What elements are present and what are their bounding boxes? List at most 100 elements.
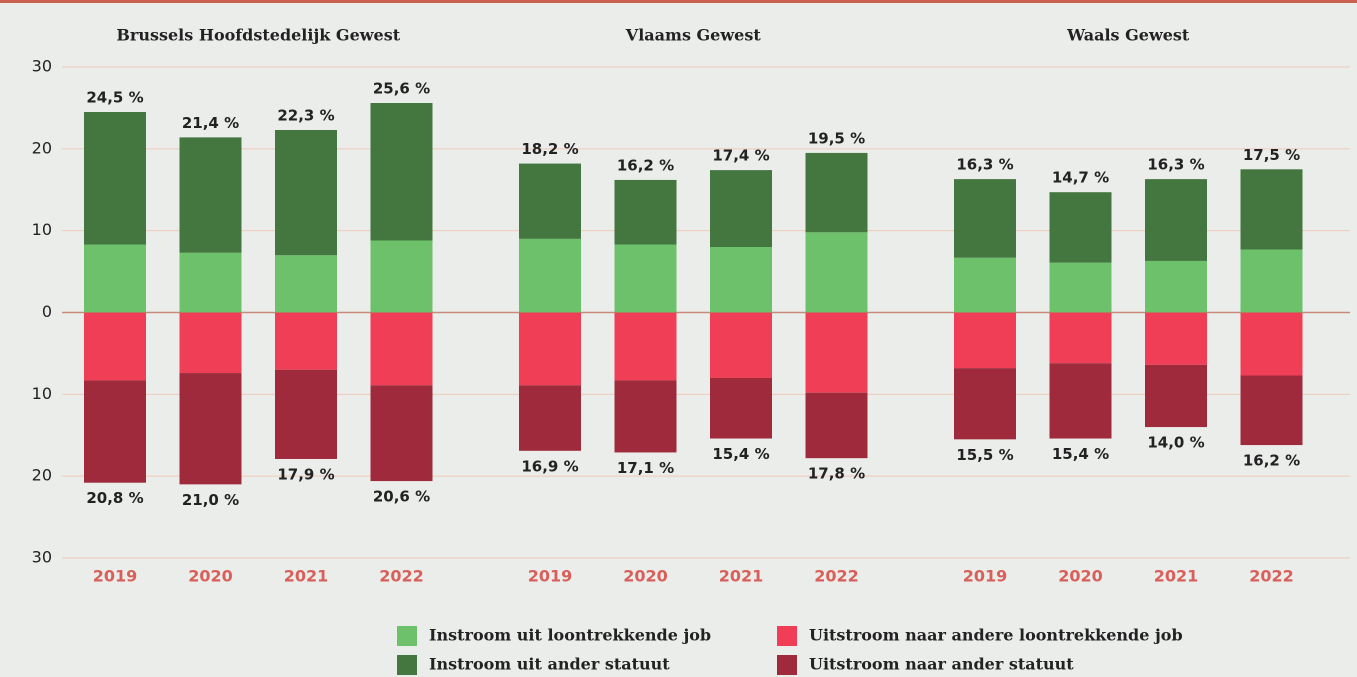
- total-label: 17,9 %: [277, 465, 334, 483]
- x-tick-label: 2020: [188, 567, 233, 586]
- total-label: 19,5 %: [808, 129, 865, 147]
- group-title: Vlaams Gewest: [625, 26, 762, 45]
- bar-segment: [710, 170, 772, 248]
- bar-segment: [84, 312, 146, 381]
- y-tick-label: 10: [32, 220, 52, 239]
- bar-segment: [805, 312, 868, 393]
- legend-label: Uitstroom naar ander statuut: [809, 655, 1074, 674]
- total-label: 17,1 %: [617, 459, 674, 477]
- x-tick-label: 2021: [719, 567, 764, 586]
- bar-segment: [519, 385, 581, 451]
- bar-segment: [179, 252, 242, 313]
- bar-segment: [1145, 312, 1207, 365]
- bar-segment: [1145, 364, 1207, 428]
- bar-segment: [1145, 260, 1207, 313]
- group-title: Brussels Hoofdstedelijk Gewest: [116, 26, 400, 45]
- total-label: 25,6 %: [373, 80, 430, 98]
- bar-segment: [1049, 262, 1112, 313]
- bar-segment: [84, 244, 146, 313]
- y-tick-label: 30: [32, 548, 52, 567]
- bar-segment: [1240, 312, 1303, 376]
- total-label: 14,0 %: [1147, 434, 1204, 452]
- y-tick-label: 20: [32, 466, 52, 485]
- x-tick-label: 2019: [963, 567, 1008, 586]
- bar-segment: [1049, 192, 1112, 263]
- bar-segment: [275, 255, 337, 313]
- x-tick-label: 2022: [1249, 567, 1294, 586]
- y-tick-label: 10: [32, 384, 52, 403]
- bar-segment: [370, 103, 433, 241]
- bar-segment: [275, 130, 337, 256]
- bar-segment: [519, 238, 581, 313]
- x-tick-label: 2021: [284, 567, 329, 586]
- total-label: 16,2 %: [1243, 452, 1300, 470]
- bar-segment: [805, 232, 868, 313]
- x-tick-label: 2019: [528, 567, 573, 586]
- total-label: 14,7 %: [1052, 169, 1109, 187]
- bar-segment: [1240, 249, 1303, 313]
- bar-segment: [179, 137, 242, 253]
- bar-segment: [84, 112, 146, 245]
- x-tick-label: 2019: [93, 567, 138, 586]
- total-label: 17,4 %: [712, 147, 769, 165]
- bar-segment: [179, 312, 242, 374]
- legend-label: Uitstroom naar andere loontrekkende job: [809, 626, 1183, 645]
- bar-segment: [179, 373, 242, 485]
- bar-segment: [370, 385, 433, 482]
- x-tick-label: 2021: [1154, 567, 1199, 586]
- bar-segment: [370, 312, 433, 386]
- total-label: 15,5 %: [956, 446, 1013, 464]
- total-label: 20,8 %: [86, 489, 143, 507]
- bar-segment: [275, 369, 337, 459]
- x-tick-label: 2020: [623, 567, 668, 586]
- total-label: 22,3 %: [277, 107, 334, 125]
- legend-swatch: [777, 626, 797, 646]
- total-label: 24,5 %: [86, 89, 143, 107]
- bar-segment: [710, 312, 772, 378]
- bar-segment: [954, 368, 1016, 440]
- x-tick-label: 2022: [814, 567, 859, 586]
- bar-segment: [1240, 375, 1303, 446]
- bar-segment: [954, 179, 1016, 258]
- bar-segment: [84, 380, 146, 483]
- legend-label: Instroom uit loontrekkende job: [429, 626, 711, 645]
- total-label: 21,4 %: [182, 114, 239, 132]
- bar-segment: [805, 392, 868, 459]
- total-label: 20,6 %: [373, 488, 430, 506]
- total-label: 16,2 %: [617, 156, 674, 174]
- bar-segment: [614, 312, 677, 381]
- bar-segment: [1240, 169, 1303, 250]
- bar-segment: [614, 380, 677, 453]
- total-label: 15,4 %: [1052, 445, 1109, 463]
- legend-label: Instroom uit ander statuut: [429, 655, 670, 674]
- y-tick-label: 20: [32, 138, 52, 157]
- total-label: 17,5 %: [1243, 146, 1300, 164]
- bar-segment: [275, 312, 337, 370]
- top-rule: [0, 0, 1357, 3]
- bar-segment: [1049, 363, 1112, 439]
- total-label: 21,0 %: [182, 491, 239, 509]
- total-label: 16,9 %: [521, 457, 578, 475]
- bar-segment: [519, 312, 581, 386]
- bar-segment: [1049, 312, 1112, 364]
- bar-segment: [805, 152, 868, 233]
- bar-segment: [614, 244, 677, 313]
- legend-swatch: [777, 655, 797, 675]
- y-tick-label: 30: [32, 57, 52, 76]
- total-label: 16,3 %: [1147, 156, 1204, 174]
- group-title: Waals Gewest: [1066, 26, 1190, 45]
- bar-segment: [710, 247, 772, 313]
- bar-segment: [614, 179, 677, 245]
- bar-segment: [1145, 179, 1207, 261]
- x-tick-label: 2022: [379, 567, 424, 586]
- total-label: 15,4 %: [712, 445, 769, 463]
- bar-segment: [954, 257, 1016, 313]
- total-label: 16,3 %: [956, 156, 1013, 174]
- total-label: 18,2 %: [521, 140, 578, 158]
- bar-segment: [954, 312, 1016, 369]
- bar-segment: [710, 377, 772, 439]
- legend-swatch: [397, 655, 417, 675]
- legend-swatch: [397, 626, 417, 646]
- bar-segment: [370, 240, 433, 313]
